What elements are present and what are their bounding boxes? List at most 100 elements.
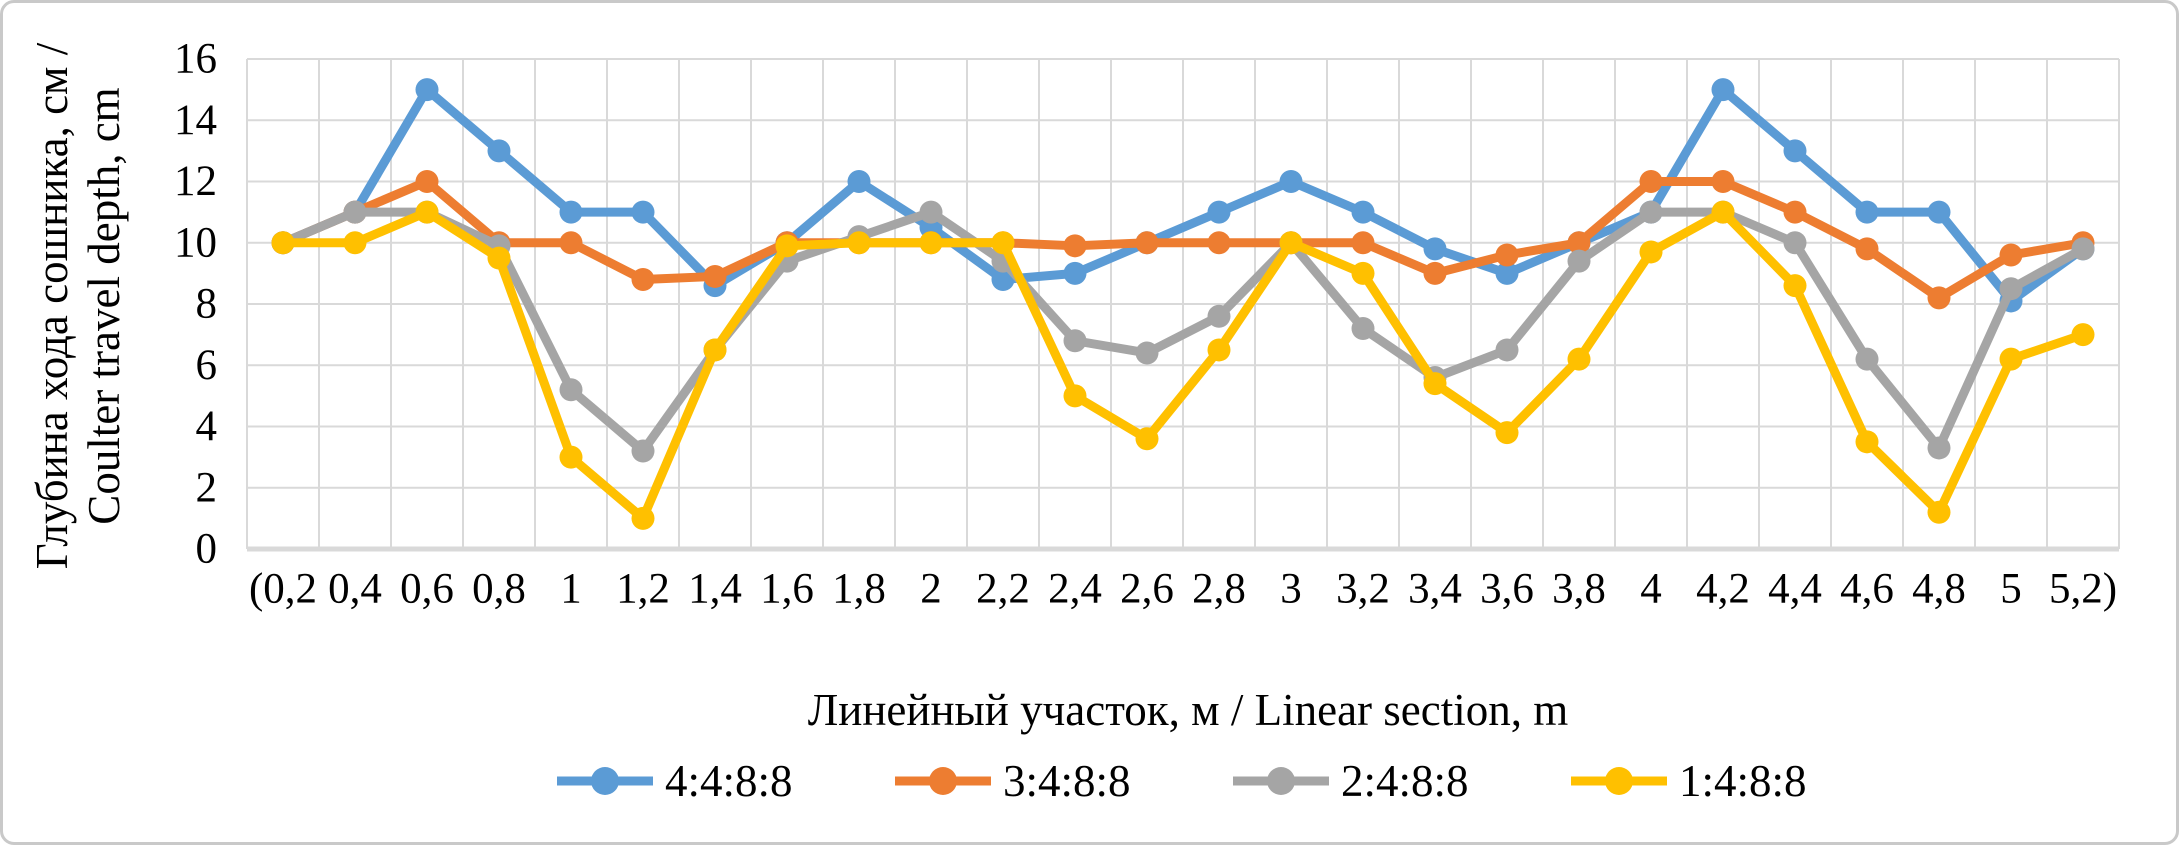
data-point-marker bbox=[1927, 200, 1951, 224]
series-line bbox=[278, 177, 2088, 303]
data-point-marker bbox=[2071, 237, 2095, 261]
y-axis-title-line2: Coulter travel depth, cm bbox=[79, 87, 129, 524]
data-point-marker bbox=[703, 264, 727, 288]
y-tick-label: 2 bbox=[196, 464, 218, 511]
data-point-marker bbox=[487, 139, 511, 163]
data-point-marker bbox=[559, 445, 583, 469]
legend-item-3:4:8:8: 3:4:8:8 bbox=[895, 756, 1131, 806]
series-1:4:8:8 bbox=[271, 200, 2095, 530]
x-tick-label: 5,2) bbox=[2049, 566, 2117, 613]
data-point-marker bbox=[919, 200, 943, 224]
x-tick-label: 0,6 bbox=[400, 566, 454, 613]
x-tick-label: 2,4 bbox=[1048, 566, 1102, 613]
data-point-marker bbox=[847, 231, 871, 255]
data-point-marker bbox=[1423, 372, 1447, 396]
y-tick-label: 6 bbox=[196, 342, 218, 389]
data-point-marker bbox=[1783, 231, 1807, 255]
data-point-marker bbox=[631, 506, 655, 530]
data-point-marker bbox=[1423, 237, 1447, 261]
legend-marker-swatch bbox=[591, 767, 619, 795]
data-point-marker bbox=[1063, 261, 1087, 285]
x-tick-label: 1 bbox=[560, 566, 582, 613]
legend-label: 2:4:8:8 bbox=[1341, 756, 1469, 806]
data-point-marker bbox=[415, 78, 439, 102]
x-tick-label: 2,6 bbox=[1120, 566, 1174, 613]
x-tick-label: 3,2 bbox=[1336, 566, 1390, 613]
data-point-marker bbox=[1639, 170, 1663, 193]
series-lines bbox=[271, 78, 2095, 530]
y-tick-label: 4 bbox=[196, 403, 218, 450]
data-point-marker bbox=[1567, 347, 1591, 371]
x-tick-label: 5 bbox=[2000, 566, 2022, 613]
x-tick-label: 0,4 bbox=[328, 566, 382, 613]
data-point-marker bbox=[1639, 240, 1663, 264]
x-tick-label: 0,8 bbox=[472, 566, 526, 613]
data-point-marker bbox=[1639, 200, 1663, 224]
data-point-marker bbox=[631, 200, 655, 224]
x-tick-label: 3,8 bbox=[1552, 566, 1606, 613]
x-tick-label: 4,4 bbox=[1768, 566, 1822, 613]
data-point-marker bbox=[1495, 421, 1519, 445]
data-point-marker bbox=[919, 231, 943, 255]
data-point-marker bbox=[1423, 261, 1447, 285]
x-tick-label: 4,8 bbox=[1912, 566, 1966, 613]
data-point-marker bbox=[1495, 338, 1519, 362]
data-point-marker bbox=[1351, 200, 1375, 224]
series-line bbox=[278, 85, 2088, 306]
data-point-marker bbox=[1855, 430, 1879, 454]
data-point-marker bbox=[271, 231, 295, 255]
data-point-marker bbox=[559, 378, 583, 402]
data-point-marker bbox=[847, 170, 871, 193]
data-point-marker bbox=[1711, 170, 1735, 193]
x-tick-label: 4 bbox=[1640, 566, 1662, 613]
y-tick-label: 10 bbox=[174, 219, 217, 266]
data-point-marker bbox=[1783, 274, 1807, 298]
data-point-marker bbox=[1495, 261, 1519, 285]
data-point-marker bbox=[415, 200, 439, 224]
data-point-marker bbox=[1783, 200, 1807, 224]
data-point-marker bbox=[1927, 500, 1951, 524]
legend-marker-swatch bbox=[929, 767, 957, 795]
y-axis-tick-labels: 0 2 4 6 8 10 12 14 16 bbox=[174, 36, 217, 573]
data-point-marker bbox=[1855, 200, 1879, 224]
data-point-marker bbox=[1927, 436, 1951, 460]
x-tick-label: 3,6 bbox=[1480, 566, 1534, 613]
legend: 4:4:8:8 3:4:8:8 2:4:8:8 1:4:8:8 bbox=[557, 756, 1807, 806]
data-point-marker bbox=[1207, 304, 1231, 328]
data-point-marker bbox=[1063, 234, 1087, 258]
y-tick-label: 12 bbox=[174, 158, 217, 205]
data-point-marker bbox=[775, 234, 799, 258]
data-point-marker bbox=[1207, 338, 1231, 362]
data-point-marker bbox=[1999, 277, 2023, 301]
x-tick-label: 4,2 bbox=[1696, 566, 1750, 613]
x-tick-label: 1,4 bbox=[688, 566, 742, 613]
data-point-marker bbox=[1855, 237, 1879, 261]
x-tick-label: 1,2 bbox=[616, 566, 670, 613]
series-line bbox=[278, 207, 2088, 523]
series-line bbox=[278, 207, 2088, 456]
data-point-marker bbox=[1135, 341, 1159, 365]
data-point-marker bbox=[1351, 261, 1375, 285]
legend-label: 1:4:8:8 bbox=[1679, 756, 1807, 806]
data-point-marker bbox=[1207, 200, 1231, 224]
x-tick-label: 3 bbox=[1280, 566, 1302, 613]
data-point-marker bbox=[559, 200, 583, 224]
legend-item-4:4:8:8: 4:4:8:8 bbox=[557, 756, 793, 806]
data-point-marker bbox=[343, 231, 367, 255]
x-tick-label: 1,8 bbox=[832, 566, 886, 613]
data-point-marker bbox=[1711, 200, 1735, 224]
x-tick-label: 3,4 bbox=[1408, 566, 1462, 613]
data-point-marker bbox=[703, 338, 727, 362]
data-point-marker bbox=[1063, 384, 1087, 408]
data-point-marker bbox=[1783, 139, 1807, 163]
data-point-marker bbox=[991, 231, 1015, 255]
data-point-marker bbox=[1711, 78, 1735, 102]
data-point-marker bbox=[1207, 231, 1231, 255]
legend-label: 3:4:8:8 bbox=[1003, 756, 1131, 806]
data-point-marker bbox=[2071, 323, 2095, 347]
x-tick-label: 2 bbox=[920, 566, 942, 613]
data-point-marker bbox=[1351, 317, 1375, 340]
data-point-marker bbox=[343, 200, 367, 224]
data-point-marker bbox=[559, 231, 583, 255]
